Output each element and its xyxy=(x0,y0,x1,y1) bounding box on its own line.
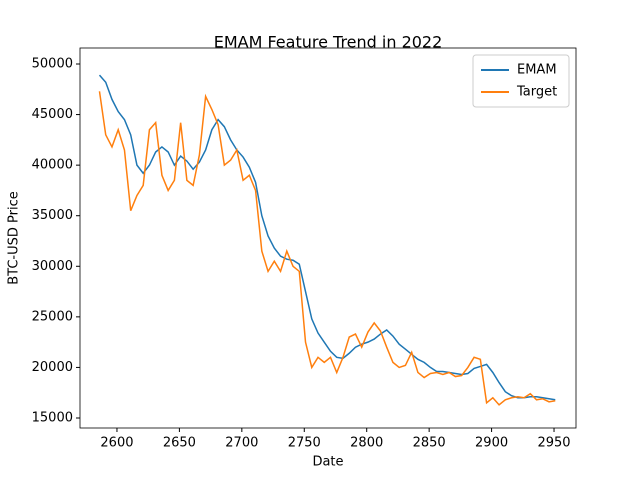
x-tick-label: 2800 xyxy=(350,436,383,451)
legend-box xyxy=(472,54,570,108)
y-tick-label: 20000 xyxy=(32,360,73,375)
legend-label: Target xyxy=(516,85,557,100)
y-tick-label: 40000 xyxy=(32,158,73,173)
y-tick-label: 15000 xyxy=(32,410,73,425)
x-tick-label: 2650 xyxy=(163,436,196,451)
x-tick-label: 2750 xyxy=(288,436,321,451)
y-axis-label: BTC-USD Price xyxy=(7,191,22,285)
y-tick-label: 25000 xyxy=(32,309,73,324)
legend-label: EMAM xyxy=(517,63,557,78)
line-series xyxy=(98,91,556,406)
x-tick-label: 2600 xyxy=(100,436,133,451)
chart-title: EMAM Feature Trend in 2022 xyxy=(214,33,443,52)
x-axis-label: Date xyxy=(312,455,343,470)
x-tick-label: 2950 xyxy=(537,436,570,451)
x-tick-label: 2850 xyxy=(413,436,446,451)
y-tick-label: 50000 xyxy=(32,57,73,72)
y-tick-label: 45000 xyxy=(32,107,73,122)
x-tick-label: 2900 xyxy=(475,436,508,451)
x-tick-label: 2700 xyxy=(225,436,258,451)
line-series xyxy=(98,74,556,401)
plot-frame xyxy=(79,47,577,429)
y-tick-label: 30000 xyxy=(32,259,73,274)
y-tick-label: 35000 xyxy=(32,208,73,223)
